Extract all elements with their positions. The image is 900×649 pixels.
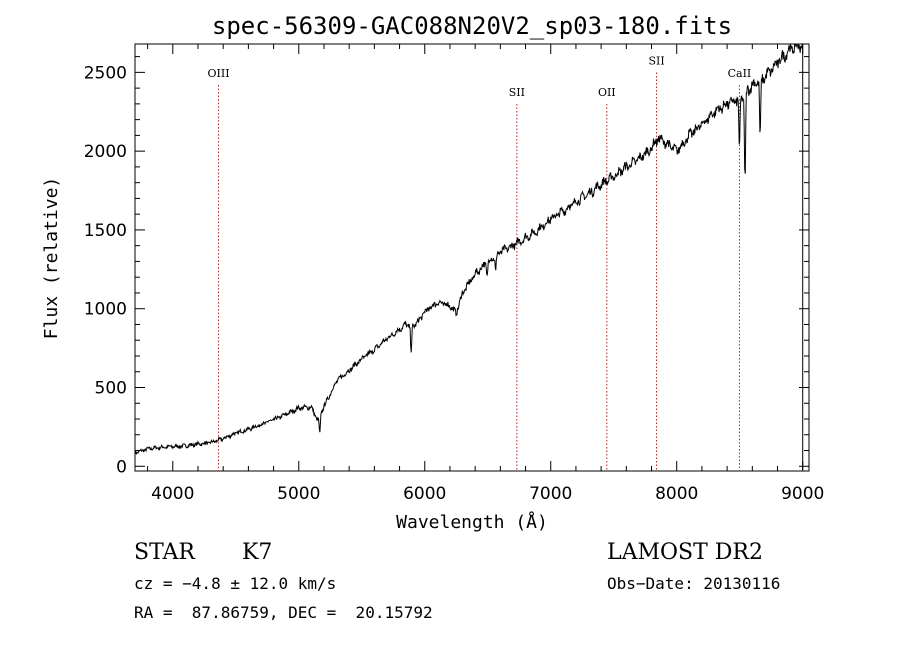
redshift-text: cz = −4.8 ± 12.0 km/s	[134, 574, 337, 593]
line-marker-label: SII	[509, 86, 525, 99]
spectrum-line	[134, 43, 804, 470]
y-tick-label: 500	[95, 378, 127, 398]
x-axis-label: Wavelength (Å)	[396, 511, 548, 533]
y-tick-label: 1000	[84, 300, 127, 320]
axis-ticks: 4000 5000 6000 7000 8000 9000 0 500 1000 1500 2000…	[84, 44, 824, 504]
survey-name: LAMOST DR2	[607, 540, 763, 565]
object-class: STAR	[134, 540, 195, 565]
x-tick-label: 8000	[655, 484, 698, 504]
line-marker-label: OII	[598, 86, 616, 99]
y-tick-label: 2000	[84, 142, 127, 162]
obs-date-text: Obs−Date: 20130116	[607, 574, 781, 593]
x-tick-label: 6000	[403, 484, 446, 504]
line-marker-label: OIII	[207, 67, 229, 80]
y-tick-label: 0	[116, 457, 127, 477]
y-tick-label: 2500	[84, 63, 127, 83]
x-tick-label: 7000	[529, 484, 572, 504]
y-tick-label: 1500	[84, 221, 127, 241]
x-tick-label: 4000	[151, 484, 194, 504]
line-markers: OIII SII OII SII CaII	[207, 54, 751, 471]
x-tick-label: 5000	[277, 484, 320, 504]
x-tick-label: 9000	[781, 484, 824, 504]
plot-frame	[134, 43, 810, 472]
y-axis-label: Flux (relative)	[41, 177, 62, 340]
chart-title: spec-56309-GAC088N20V2_sp03-180.fits	[212, 12, 732, 40]
object-subclass: K7	[242, 540, 273, 565]
line-marker-label: SII	[648, 54, 664, 67]
coordinates-text: RA = 87.86759, DEC = 20.15792	[134, 603, 433, 622]
line-marker-label: CaII	[728, 67, 752, 80]
